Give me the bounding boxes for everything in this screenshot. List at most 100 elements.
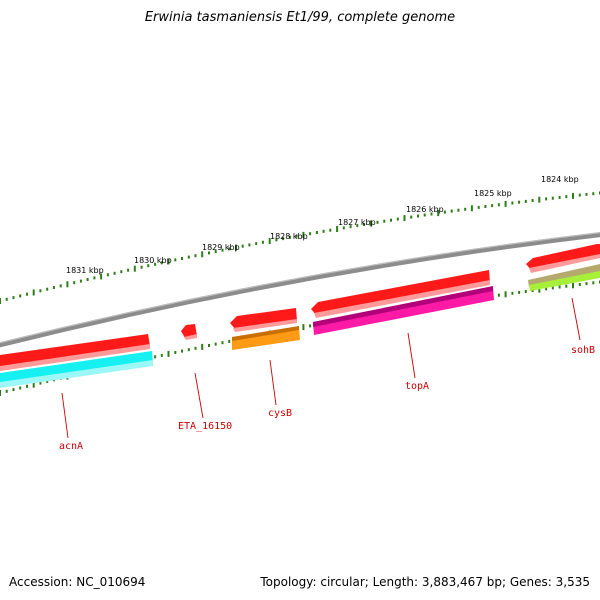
inner-tick (538, 286, 541, 293)
inner-tick (154, 355, 157, 359)
inner-tick (578, 283, 581, 286)
outer-tick (39, 289, 42, 293)
inner-tick (194, 346, 197, 350)
outer-tick (160, 261, 163, 265)
outer-tick (106, 273, 109, 277)
outer-tick (524, 199, 527, 203)
label-acnA: acnA (59, 441, 83, 452)
scale-label-1830: 1830 kbp (134, 256, 172, 265)
gene-acnA[interactable] (0, 334, 153, 388)
outer-tick (356, 224, 359, 228)
outer-tick (221, 248, 224, 252)
scale-label-1826: 1826 kbp (406, 205, 444, 214)
inner-tick (545, 287, 548, 291)
outer-tick (443, 210, 446, 214)
outer-tick (241, 244, 244, 248)
outer-tick (268, 238, 271, 245)
label-leaders (61, 297, 581, 439)
inner-tick (558, 285, 561, 289)
inner-tick (214, 342, 217, 346)
outer-tick (417, 214, 419, 218)
outer-tick (167, 258, 170, 265)
scale-label-1831: 1831 kbp (66, 266, 104, 275)
inner-tick (592, 281, 595, 285)
outer-tick (228, 247, 231, 251)
outer-tick (477, 205, 480, 209)
inner-tick (0, 390, 1, 396)
label-cysB: cysB (268, 408, 292, 419)
outer-tick (59, 284, 62, 288)
label-sohB: sohB (571, 345, 595, 356)
gene-sohB[interactable] (526, 244, 600, 291)
leader-cysB (269, 359, 277, 406)
outer-tick (464, 207, 467, 211)
outer-tick (93, 276, 96, 280)
inner-tick (174, 351, 177, 354)
scale-label-1827: 1827 kbp (338, 218, 376, 227)
inner-tick (531, 289, 534, 293)
outer-tick (376, 220, 379, 224)
outer-tick (255, 242, 258, 246)
inner-tick (511, 291, 514, 295)
outer-tick (315, 231, 318, 234)
inner-tick (201, 343, 204, 350)
outer-tick (329, 228, 332, 232)
outer-tick (79, 279, 82, 283)
genome-backbone (0, 232, 600, 348)
inner-tick (32, 381, 35, 388)
inner-tick (12, 388, 15, 392)
outer-tick (363, 223, 365, 226)
outer-tick (140, 265, 143, 269)
accession-text: Accession: NC_010694 (9, 575, 146, 589)
leader-acnA (61, 392, 69, 439)
outer-tick (66, 281, 69, 288)
inner-tick (518, 290, 521, 294)
outer-tick (369, 220, 372, 227)
outer-tick (592, 192, 595, 196)
outer-tick (201, 251, 204, 258)
inner-tick (221, 341, 224, 345)
gene-cysB[interactable] (230, 308, 300, 350)
outer-tick (100, 273, 103, 280)
inner-tick (524, 290, 527, 293)
scale-label-1824: 1824 kbp (541, 175, 579, 184)
outer-tick (26, 292, 28, 296)
outer-tick (545, 197, 548, 201)
outer-tick (342, 226, 345, 230)
outer-tick (423, 213, 426, 217)
outer-tick (437, 210, 440, 217)
outer-tick (235, 244, 237, 251)
gene-topA[interactable] (311, 270, 494, 335)
outer-tick (12, 296, 15, 300)
outer-tick (551, 196, 554, 200)
inner-tick (228, 339, 231, 343)
inner-tick (504, 291, 507, 298)
outer-tick (558, 195, 561, 199)
outer-tick (187, 255, 190, 259)
scale-label-1825: 1825 kbp (474, 189, 512, 198)
outer-tick (113, 271, 116, 275)
outer-tick (450, 209, 453, 213)
leader-topA (407, 332, 416, 379)
inner-tick (585, 282, 588, 286)
inner-tick-ring (0, 280, 600, 396)
leader-ETA_16150 (194, 372, 204, 419)
outer-tick (46, 287, 49, 291)
outer-tick (578, 193, 581, 197)
genome-backbone-highlight (0, 231, 600, 344)
label-ETA_16150: ETA_16150 (178, 421, 232, 432)
map-title: Erwinia tasmaniensis Et1/99, complete ge… (144, 10, 456, 25)
outer-tick (538, 196, 541, 203)
outer-tick (396, 217, 399, 221)
outer-tick (349, 225, 352, 229)
outer-tick (154, 262, 157, 266)
inner-tick (187, 348, 190, 352)
scale-label-1828: 1828 kbp (270, 232, 308, 241)
inner-tick (39, 381, 42, 385)
outer-tick (585, 192, 588, 196)
outer-tick (302, 231, 305, 238)
gene-ETA_16150[interactable] (181, 324, 197, 340)
outer-tick (484, 205, 487, 208)
inner-tick (497, 293, 500, 297)
